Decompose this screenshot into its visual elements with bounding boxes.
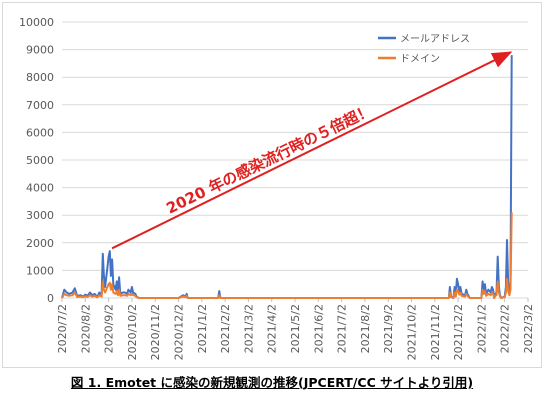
- x-tick-label: 2020/10/2: [126, 304, 139, 360]
- x-tick-label: 2020/11/2: [149, 304, 162, 360]
- emotet-chart: 0 1000 2000 3000 4000 5000 6000 7000 8000 9000 100…: [19, 16, 535, 360]
- x-tick-label: 2020/8/2: [79, 304, 92, 353]
- x-tick-label: 2021/11/2: [429, 304, 442, 360]
- y-tick-label: 7000: [26, 99, 54, 112]
- x-tick-label: 2021/9/2: [382, 304, 395, 353]
- x-tick-label: 2021/5/2: [289, 304, 302, 353]
- x-tick-label: 2022/3/2: [522, 304, 535, 353]
- y-tick-label: 6000: [26, 126, 54, 139]
- x-tick-label: 2021/4/2: [266, 304, 279, 353]
- y-tick-label: 2000: [26, 237, 54, 250]
- x-tick-label: 2021/2/2: [219, 304, 232, 353]
- y-tick-label: 10000: [19, 16, 54, 29]
- x-tick-label: 2021/6/2: [312, 304, 325, 353]
- y-tick-label: 0: [47, 292, 54, 305]
- x-tick-label: 2021/3/2: [242, 304, 255, 353]
- x-tick-label: 2020/9/2: [103, 304, 116, 353]
- x-tick-label: 2021/10/2: [406, 304, 419, 360]
- annotation-arrow: [111, 51, 513, 250]
- caption-text: 図 1. Emotet に感染の新規観測の推移(JPCERT/CC サイトより引…: [70, 375, 474, 390]
- series-line-domain: [61, 212, 513, 299]
- y-tick-label: 5000: [26, 154, 54, 167]
- annotation-text: 2020 年の感染流行時の５倍超！: [163, 101, 375, 217]
- series-line-mail-address: [61, 55, 513, 299]
- x-tick-label: 2022/2/2: [499, 304, 512, 353]
- x-tick-label: 2021/12/2: [452, 304, 465, 360]
- x-tick-label: 2020/12/2: [173, 304, 186, 360]
- x-tick-label: 2020/7/2: [56, 304, 69, 353]
- y-tick-label: 4000: [26, 182, 54, 195]
- figure-caption: 図 1. Emotet に感染の新規観測の推移(JPCERT/CC サイトより引…: [0, 372, 544, 391]
- x-tick-label: 2022/1/2: [475, 304, 488, 353]
- y-tick-label: 1000: [26, 264, 54, 277]
- y-tick-label: 9000: [26, 44, 54, 57]
- legend-label: ドメイン: [400, 54, 440, 65]
- x-tick-label: 2021/8/2: [359, 304, 372, 353]
- x-tick-label: 2021/1/2: [196, 304, 209, 353]
- legend-label: メールアドレス: [400, 34, 470, 45]
- y-tick-label: 8000: [26, 71, 54, 84]
- x-tick-label: 2021/7/2: [336, 304, 349, 353]
- y-tick-label: 3000: [26, 209, 54, 222]
- chart-frame: [2, 2, 542, 368]
